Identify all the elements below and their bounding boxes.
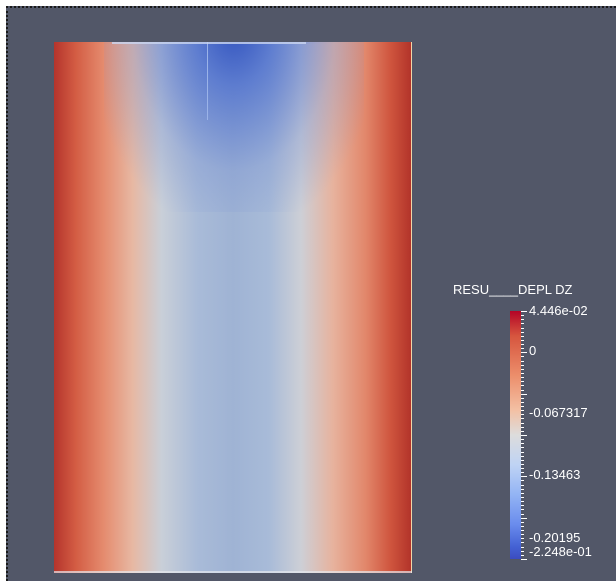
colorbar-minor-tick bbox=[521, 431, 524, 432]
colorbar-minor-tick bbox=[521, 328, 524, 329]
minimum-displacement-region bbox=[104, 42, 364, 212]
colorbar-minor-tick bbox=[521, 394, 527, 395]
colorbar-minor-tick bbox=[521, 526, 524, 527]
colorbar-minor-tick bbox=[521, 319, 524, 320]
colorbar-minor-tick bbox=[521, 352, 527, 353]
colorbar-minor-tick bbox=[521, 323, 524, 324]
colorbar-minor-tick bbox=[521, 509, 524, 510]
colorbar-minor-tick bbox=[521, 423, 524, 424]
colorbar-minor-tick bbox=[521, 418, 524, 419]
render-viewport[interactable]: RESU____DEPL DZ 4.446e-02 0 -0.067317 -0… bbox=[6, 6, 616, 581]
colorbar-minor-tick bbox=[521, 480, 524, 481]
colorbar-max-label: 4.446e-02 bbox=[529, 303, 588, 318]
colorbar-minor-tick bbox=[521, 534, 524, 535]
colorbar-tick-label-2: -0.13463 bbox=[529, 467, 581, 482]
colorbar-minor-tick bbox=[521, 390, 524, 391]
colorbar-minor-tick bbox=[521, 505, 524, 506]
colorbar-minor-tick bbox=[521, 410, 524, 411]
colorbar-minor-tick bbox=[521, 414, 524, 415]
colorbar-minor-tick bbox=[521, 489, 524, 490]
colorbar-minor-tick bbox=[521, 555, 524, 556]
colorbar-minor-tick bbox=[521, 485, 524, 486]
mesh-bottom-edge bbox=[54, 571, 412, 573]
colorbar-minor-tick bbox=[521, 472, 524, 473]
colorbar-minor-tick bbox=[521, 439, 524, 440]
colorbar-minor-tick bbox=[521, 514, 524, 515]
colorbar-minor-tick bbox=[521, 547, 524, 548]
colorbar-minor-tick bbox=[521, 373, 524, 374]
colorbar-minor-tick bbox=[521, 365, 524, 366]
colorbar-tick-label-0: 0 bbox=[529, 343, 537, 358]
displacement-field-mesh[interactable] bbox=[54, 42, 412, 573]
colorbar-minor-tick bbox=[521, 332, 524, 333]
colorbar-minor-tick bbox=[521, 447, 524, 448]
colorbar-minor-tick bbox=[521, 538, 524, 539]
colorbar-minor-tick bbox=[521, 381, 524, 382]
colorbar-minor-tick bbox=[521, 452, 524, 453]
colorbar-minor-tick bbox=[521, 551, 524, 552]
colorbar-tick-label-3: -0.20195 bbox=[529, 530, 581, 545]
colorbar-minor-tick bbox=[521, 315, 524, 316]
colorbar-title: RESU____DEPL DZ bbox=[453, 282, 573, 297]
colorbar-minor-tick bbox=[521, 456, 524, 457]
colorbar-minor-tick bbox=[521, 377, 524, 378]
colorbar-minor-tick bbox=[521, 518, 527, 519]
colorbar-minor-tick bbox=[521, 468, 524, 469]
colorbar-minor-tick bbox=[521, 497, 524, 498]
colorbar-ticks bbox=[521, 311, 527, 560]
colorbar-minor-tick bbox=[521, 406, 524, 407]
mesh-top-edge bbox=[112, 42, 306, 44]
colorbar-minor-tick bbox=[521, 398, 524, 399]
mesh-crack-line bbox=[207, 42, 208, 120]
colorbar-minor-tick bbox=[521, 530, 524, 531]
colorbar-minor-tick bbox=[521, 340, 524, 341]
colorbar-minor-tick bbox=[521, 402, 524, 403]
colorbar-minor-tick bbox=[521, 435, 527, 436]
colorbar-minor-tick bbox=[521, 369, 524, 370]
colorbar-minor-tick bbox=[521, 464, 524, 465]
colorbar-minor-tick bbox=[521, 501, 524, 502]
colorbar-minor-tick bbox=[521, 522, 524, 523]
colorbar-minor-tick bbox=[521, 542, 524, 543]
colorbar-minor-tick bbox=[521, 460, 524, 461]
colorbar-minor-tick bbox=[521, 336, 524, 337]
colorbar-minor-tick bbox=[521, 385, 524, 386]
mesh-right-edge bbox=[411, 42, 412, 573]
colorbar-minor-tick bbox=[521, 476, 527, 477]
colorbar-minor-tick bbox=[521, 344, 524, 345]
colorbar-minor-tick bbox=[521, 348, 524, 349]
colorbar-minor-tick bbox=[521, 443, 524, 444]
colorbar-tick-label-1: -0.067317 bbox=[529, 405, 588, 420]
colorbar-gradient[interactable] bbox=[510, 311, 521, 559]
colorbar-minor-tick bbox=[521, 427, 524, 428]
colorbar-min-label: -2.248e-01 bbox=[529, 544, 592, 559]
colorbar-minor-tick bbox=[521, 559, 527, 560]
colorbar-minor-tick bbox=[521, 493, 524, 494]
colorbar-minor-tick bbox=[521, 356, 524, 357]
colorbar-minor-tick bbox=[521, 361, 524, 362]
colorbar-minor-tick bbox=[521, 311, 527, 312]
